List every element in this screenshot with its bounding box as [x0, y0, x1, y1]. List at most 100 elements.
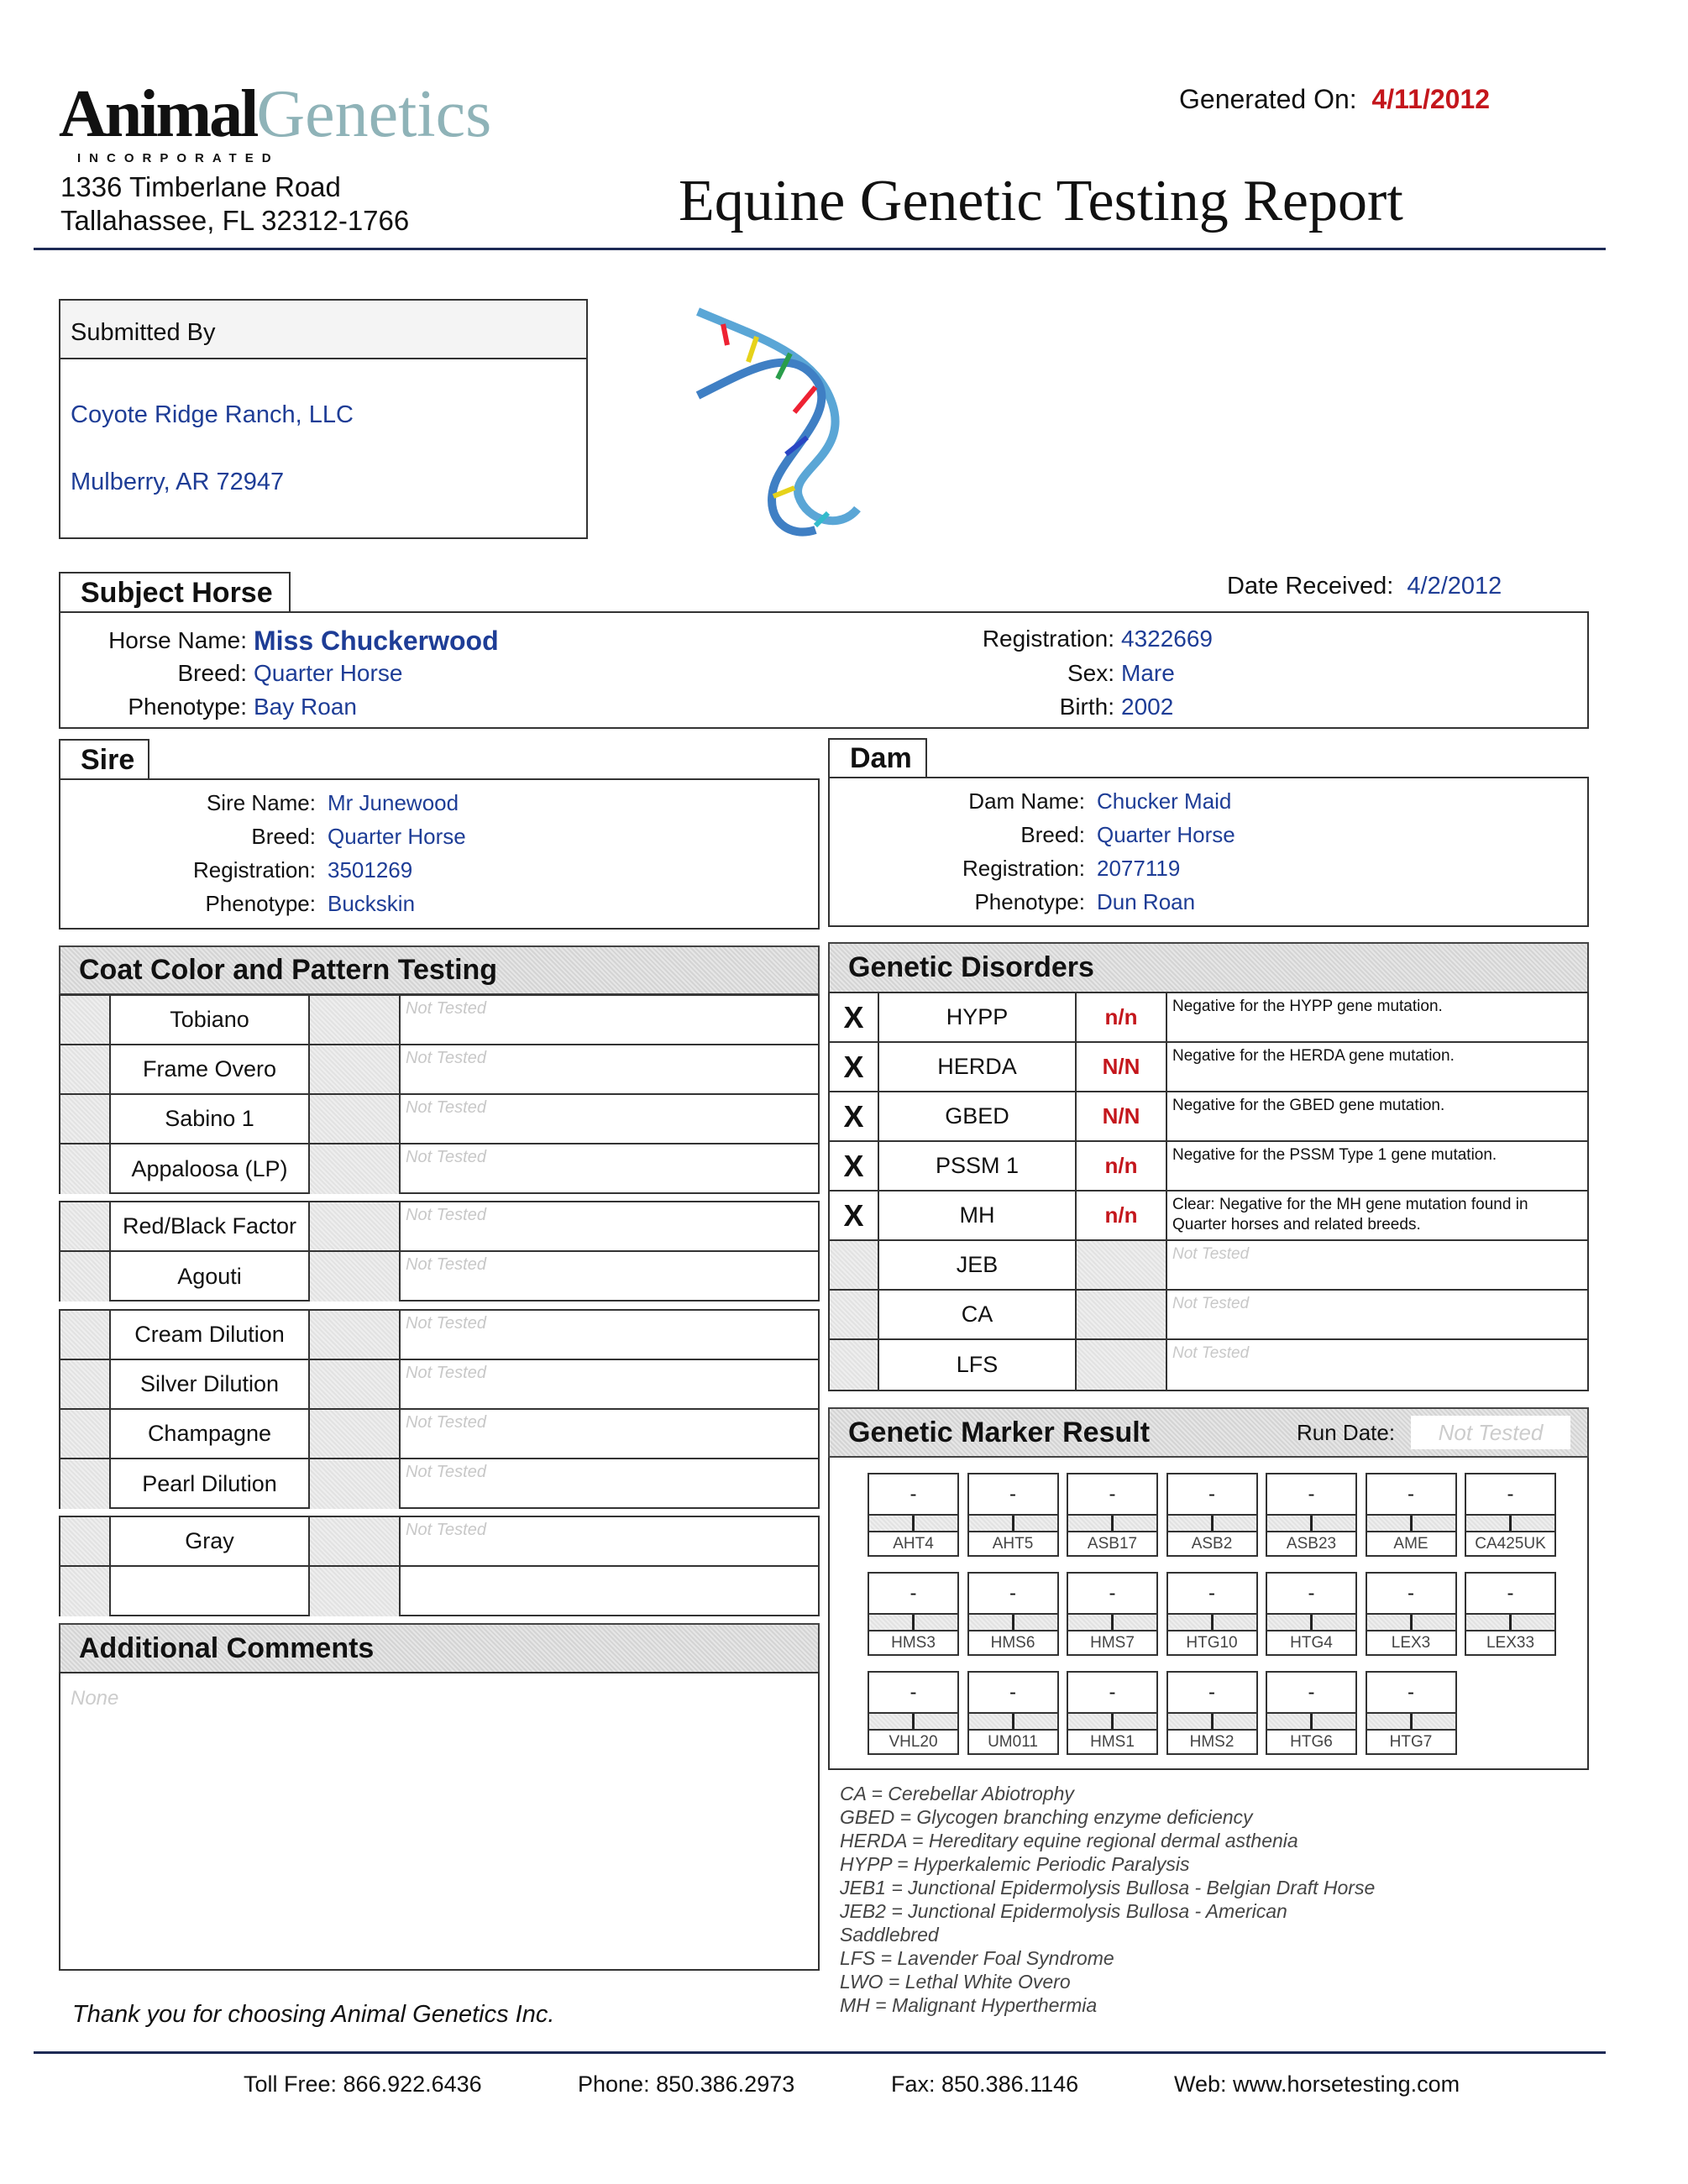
coat-result-box — [60, 1045, 111, 1093]
disorder-description: Negative for the HYPP gene mutation. — [1172, 998, 1443, 1015]
marker-allele-1 — [1068, 1516, 1114, 1531]
marker-cell: - HTG10 — [1166, 1572, 1258, 1656]
generated-label: Generated On: — [1179, 84, 1357, 114]
coat-test-name: Agouti — [111, 1252, 310, 1301]
disorder-name: MH — [879, 1192, 1077, 1239]
run-date-label: Run Date: — [1297, 1419, 1396, 1445]
marker-name: ASB23 — [1286, 1534, 1337, 1553]
marker-value: - — [1366, 1474, 1455, 1516]
logo-animal: Animal — [59, 77, 259, 151]
coat-result-box — [60, 1252, 111, 1301]
disorder-tested-mark: X — [830, 993, 879, 1041]
marker-value: - — [1068, 1673, 1156, 1714]
marker-value: - — [1466, 1574, 1554, 1615]
genetic-disorders-header: Genetic Disorders — [828, 942, 1589, 993]
submitted-by-box: Submitted By Coyote Ridge Ranch, LLC Mul… — [59, 299, 588, 539]
marker-name: AHT5 — [992, 1534, 1034, 1553]
marker-value: - — [1267, 1673, 1355, 1714]
marker-allele-boxes — [1068, 1714, 1156, 1731]
disorder-name: HERDA — [879, 1043, 1077, 1091]
marker-value: - — [869, 1673, 957, 1714]
coat-genotype-box — [310, 1567, 401, 1616]
marker-value: - — [1167, 1474, 1256, 1516]
sire-field-label: Phenotype: — [205, 891, 316, 916]
legend-item: LWO = Lethal White Overo — [840, 1971, 1071, 1993]
coat-test-name: Silver Dilution — [111, 1360, 310, 1408]
coat-genotype-box — [310, 1144, 401, 1194]
marker-allele-1 — [968, 1516, 1014, 1531]
footer-divider — [34, 2051, 1606, 2054]
disorder-description: Negative for the HERDA gene mutation. — [1172, 1047, 1455, 1065]
marker-cell: - LEX3 — [1365, 1572, 1457, 1656]
coat-test-row: Appaloosa (LP) Not Tested — [60, 1144, 818, 1194]
marker-allele-1 — [1267, 1615, 1313, 1630]
disorder-tested-mark — [830, 1241, 879, 1289]
disorder-name: LFS — [879, 1340, 1077, 1390]
coat-test-row: Pearl Dilution Not Tested — [60, 1459, 818, 1509]
coat-genotype-box — [310, 1202, 401, 1250]
coat-test-group: Red/Black Factor Not Tested Agouti Not Test… — [59, 1201, 820, 1301]
breed-label: Breed: — [177, 660, 248, 686]
phenotype-label: Phenotype: — [128, 694, 247, 720]
marker-allele-boxes — [1167, 1516, 1256, 1532]
comments-text: None — [71, 1687, 119, 1710]
marker-allele-boxes — [1167, 1615, 1256, 1631]
marker-cell: - AME — [1365, 1473, 1457, 1557]
sire-box: Sire Name: Mr Junewood Breed: Quarter Horse… — [59, 778, 820, 930]
sire-field-value: Buckskin — [328, 891, 416, 916]
marker-value: - — [1366, 1673, 1455, 1714]
birth-label: Birth: — [1059, 694, 1114, 720]
marker-allele-2 — [1014, 1516, 1057, 1531]
marker-allele-1 — [1366, 1714, 1413, 1729]
marker-allele-2 — [915, 1516, 957, 1531]
submitter-city: Mulberry, AR 72947 — [71, 469, 285, 495]
coat-test-name — [111, 1567, 310, 1616]
footer-web[interactable]: Web: www.horsetesting.com — [1174, 2071, 1460, 2097]
genetic-disorders-table: X HYPP n/n Negative for the HYPP gene mutat… — [828, 992, 1589, 1391]
disorder-result: n/n — [1077, 1192, 1167, 1239]
disorder-row: JEB Not Tested — [830, 1241, 1587, 1291]
disorder-tested-mark: X — [830, 1043, 879, 1091]
disorder-tested-mark: X — [830, 1192, 879, 1239]
marker-allele-2 — [1114, 1516, 1156, 1531]
marker-allele-1 — [1068, 1714, 1114, 1729]
disorder-row: X HYPP n/n Negative for the HYPP gene mutat… — [830, 993, 1587, 1043]
additional-comments-header: Additional Comments — [59, 1623, 820, 1673]
dam-box: Dam Name: Chucker Maid Breed: Quarter Horse… — [828, 777, 1589, 927]
sire-field-label: Registration: — [193, 857, 316, 883]
disorder-description: Not Tested — [1172, 1344, 1250, 1362]
marker-allele-1 — [1068, 1615, 1114, 1630]
marker-allele-2 — [1412, 1615, 1455, 1630]
coat-test-row: Agouti Not Tested — [60, 1252, 818, 1301]
coat-test-row: Gray Not Tested — [60, 1517, 818, 1567]
coat-genotype-box — [310, 1311, 401, 1359]
marker-allele-1 — [1267, 1516, 1313, 1531]
marker-value: - — [1267, 1574, 1355, 1615]
coat-color-header: Coat Color and Pattern Testing — [59, 945, 820, 995]
marker-value: - — [869, 1574, 957, 1615]
marker-allele-1 — [1366, 1615, 1413, 1630]
marker-value: - — [1267, 1474, 1355, 1516]
marker-cell: - VHL20 — [868, 1671, 959, 1755]
marker-allele-2 — [1213, 1615, 1256, 1630]
logo-genetics: Genetics — [256, 77, 492, 151]
date-received: Date Received: 4/2/2012 — [1227, 573, 1502, 600]
coat-test-row: Cream Dilution Not Tested — [60, 1311, 818, 1360]
disorder-name: PSSM 1 — [879, 1142, 1077, 1190]
coat-result-box — [60, 1567, 111, 1616]
header-divider — [34, 248, 1606, 250]
marker-value: - — [968, 1673, 1057, 1714]
marker-name: HMS7 — [1090, 1633, 1135, 1652]
marker-allele-2 — [1512, 1615, 1554, 1630]
marker-allele-boxes — [968, 1714, 1057, 1731]
address-line1: 1336 Timberlane Road — [60, 171, 341, 202]
disorder-row: LFS Not Tested — [830, 1340, 1587, 1390]
coat-genotype-box — [310, 1459, 401, 1509]
marker-value: - — [1366, 1574, 1455, 1615]
coat-test-status: Not Tested — [406, 1463, 486, 1481]
coat-test-row: Champagne Not Tested — [60, 1410, 818, 1459]
marker-name: VHL20 — [889, 1732, 938, 1751]
legend-item: LFS = Lavender Foal Syndrome — [840, 1947, 1114, 1969]
coat-genotype-box — [310, 996, 401, 1044]
marker-allele-1 — [1366, 1516, 1413, 1531]
